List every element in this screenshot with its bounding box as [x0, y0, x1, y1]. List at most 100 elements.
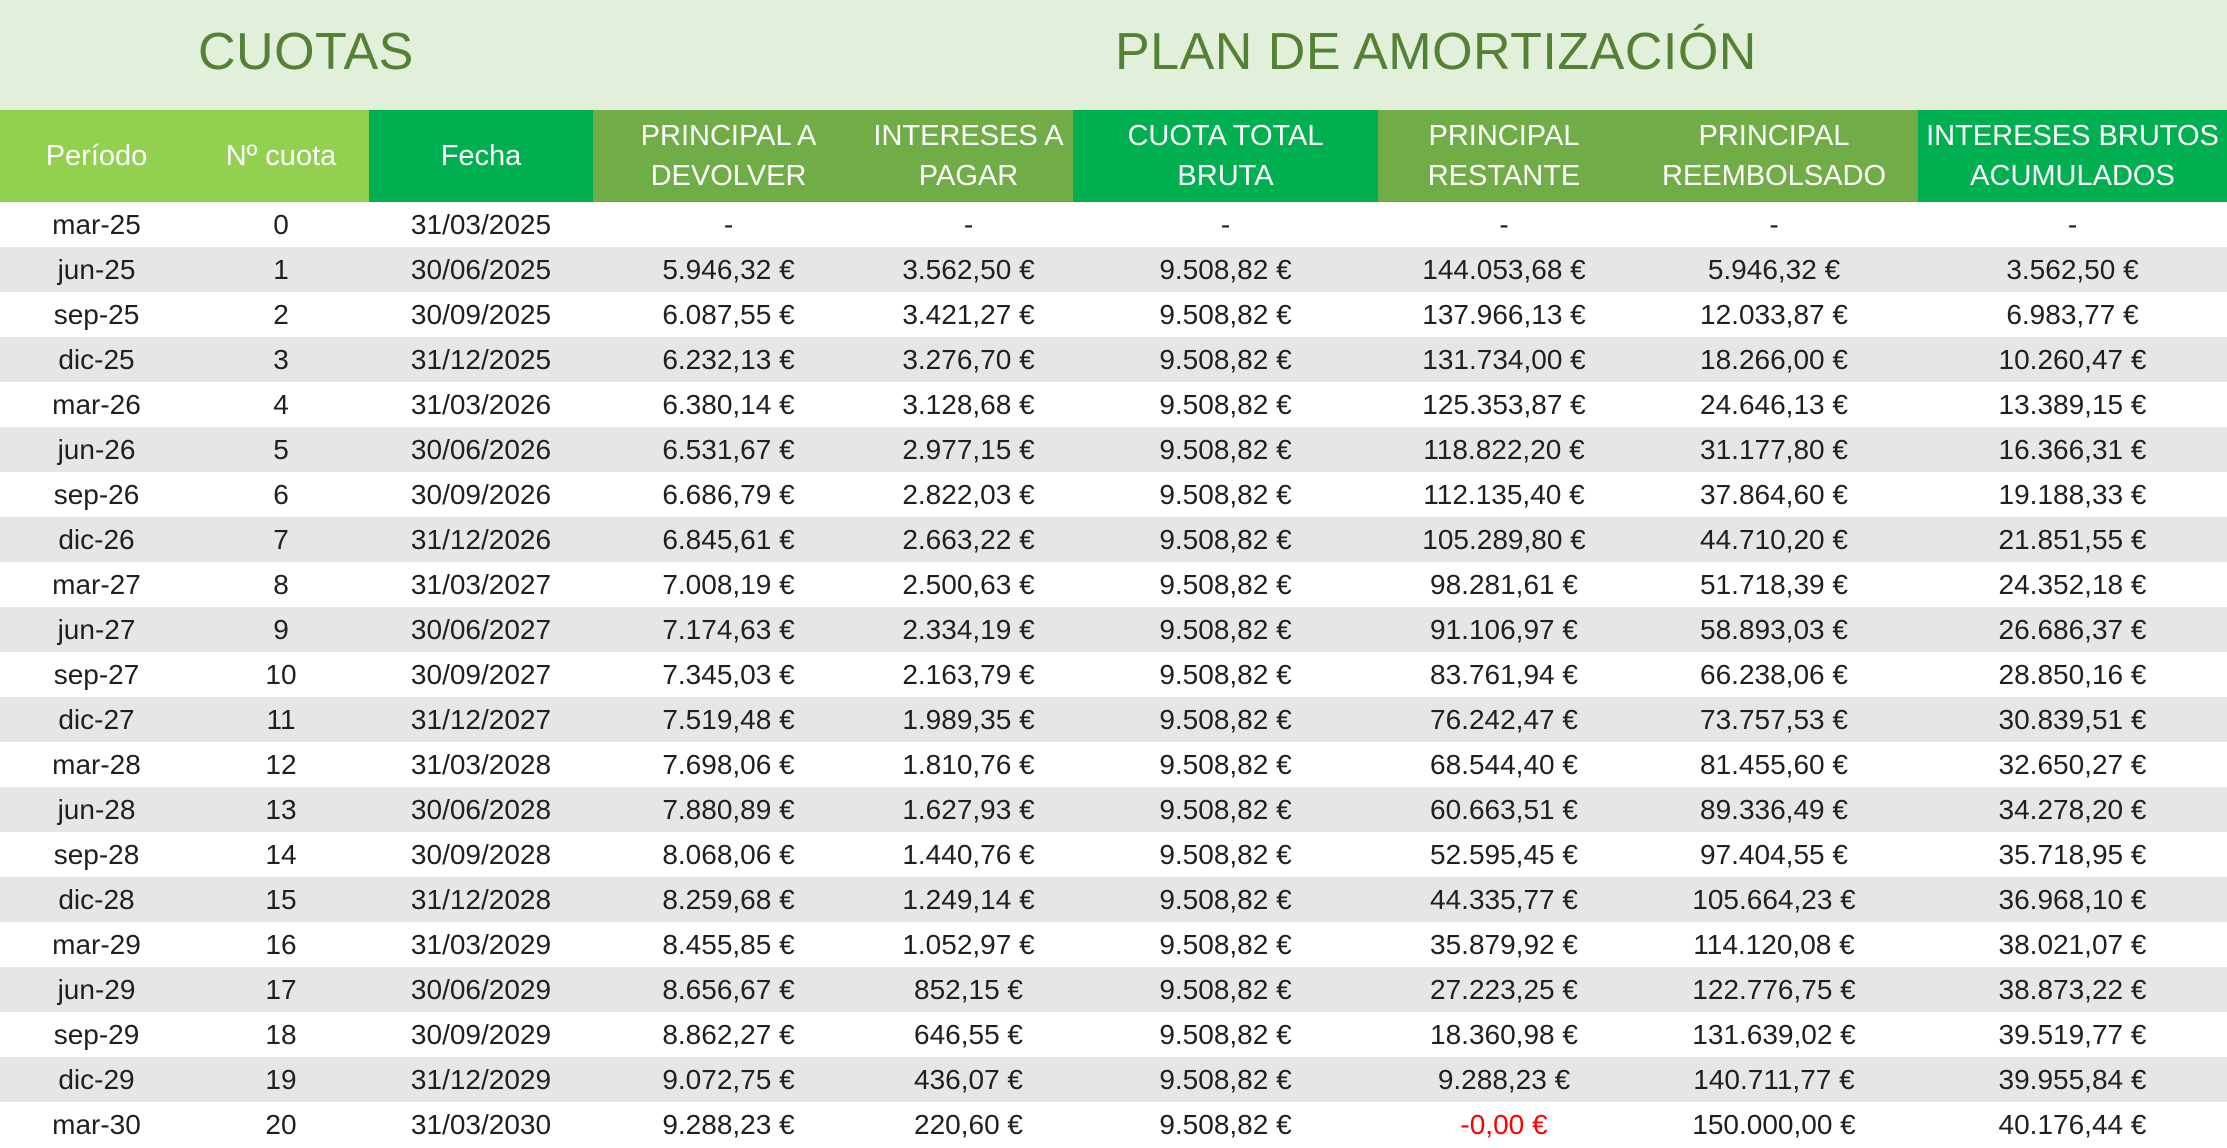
principal-restante-cell[interactable]: 105.289,80 €	[1378, 517, 1630, 562]
n-cuota-cell[interactable]: 13	[193, 787, 369, 832]
fecha-cell[interactable]: 31/03/2030	[369, 1102, 593, 1147]
cuota-total-bruta-cell[interactable]: 9.508,82 €	[1073, 832, 1378, 877]
n-cuota-cell[interactable]: 9	[193, 607, 369, 652]
principal-restante-cell[interactable]: 137.966,13 €	[1378, 292, 1630, 337]
fecha-cell[interactable]: 30/06/2025	[369, 247, 593, 292]
periodo-cell[interactable]: jun-27	[0, 607, 193, 652]
intereses-acumulados-cell[interactable]: 26.686,37 €	[1918, 607, 2227, 652]
principal-reembolsado-cell[interactable]: 31.177,80 €	[1630, 427, 1918, 472]
intereses-a-pagar-cell[interactable]: 1.440,76 €	[864, 832, 1073, 877]
header-cuota-total-bruta[interactable]: CUOTA TOTAL BRUTA	[1073, 110, 1378, 202]
principal-reembolsado-cell[interactable]: 122.776,75 €	[1630, 967, 1918, 1012]
intereses-a-pagar-cell[interactable]: 2.822,03 €	[864, 472, 1073, 517]
intereses-a-pagar-cell[interactable]: 3.421,27 €	[864, 292, 1073, 337]
principal-reembolsado-cell[interactable]: 44.710,20 €	[1630, 517, 1918, 562]
principal-restante-cell[interactable]: 44.335,77 €	[1378, 877, 1630, 922]
intereses-acumulados-cell[interactable]: 16.366,31 €	[1918, 427, 2227, 472]
fecha-cell[interactable]: 31/03/2026	[369, 382, 593, 427]
header-principal-reembolsado[interactable]: PRINCIPAL REEMBOLSADO	[1630, 110, 1918, 202]
n-cuota-cell[interactable]: 19	[193, 1057, 369, 1102]
n-cuota-cell[interactable]: 6	[193, 472, 369, 517]
principal-restante-cell[interactable]: 9.288,23 €	[1378, 1057, 1630, 1102]
principal-reembolsado-cell[interactable]: 114.120,08 €	[1630, 922, 1918, 967]
cuota-total-bruta-cell[interactable]: 9.508,82 €	[1073, 697, 1378, 742]
periodo-cell[interactable]: mar-27	[0, 562, 193, 607]
principal-reembolsado-cell[interactable]: 51.718,39 €	[1630, 562, 1918, 607]
principal-a-devolver-cell[interactable]: 7.519,48 €	[593, 697, 864, 742]
principal-restante-cell[interactable]: 91.106,97 €	[1378, 607, 1630, 652]
principal-reembolsado-cell[interactable]: 24.646,13 €	[1630, 382, 1918, 427]
periodo-cell[interactable]: sep-27	[0, 652, 193, 697]
cuota-total-bruta-cell[interactable]: 9.508,82 €	[1073, 877, 1378, 922]
principal-a-devolver-cell[interactable]: 8.656,67 €	[593, 967, 864, 1012]
n-cuota-cell[interactable]: 15	[193, 877, 369, 922]
principal-restante-cell[interactable]: 144.053,68 €	[1378, 247, 1630, 292]
intereses-a-pagar-cell[interactable]: 3.276,70 €	[864, 337, 1073, 382]
cuota-total-bruta-cell[interactable]: 9.508,82 €	[1073, 787, 1378, 832]
intereses-a-pagar-cell[interactable]: 1.249,14 €	[864, 877, 1073, 922]
header-intereses-brutos-acumulados[interactable]: INTERESES BRUTOS ACUMULADOS	[1918, 110, 2227, 202]
principal-a-devolver-cell[interactable]: 5.946,32 €	[593, 247, 864, 292]
principal-reembolsado-cell[interactable]: 140.711,77 €	[1630, 1057, 1918, 1102]
intereses-acumulados-cell[interactable]: 40.176,44 €	[1918, 1102, 2227, 1147]
periodo-cell[interactable]: jun-28	[0, 787, 193, 832]
intereses-a-pagar-cell[interactable]: 2.334,19 €	[864, 607, 1073, 652]
header-intereses-a-pagar[interactable]: INTERESES A PAGAR	[864, 110, 1073, 202]
principal-a-devolver-cell[interactable]: 6.232,13 €	[593, 337, 864, 382]
principal-reembolsado-cell[interactable]: 131.639,02 €	[1630, 1012, 1918, 1057]
intereses-acumulados-cell[interactable]: 38.873,22 €	[1918, 967, 2227, 1012]
intereses-acumulados-cell[interactable]: 21.851,55 €	[1918, 517, 2227, 562]
periodo-cell[interactable]: jun-29	[0, 967, 193, 1012]
periodo-cell[interactable]: dic-29	[0, 1057, 193, 1102]
fecha-cell[interactable]: 30/09/2027	[369, 652, 593, 697]
n-cuota-cell[interactable]: 11	[193, 697, 369, 742]
intereses-acumulados-cell[interactable]: 39.519,77 €	[1918, 1012, 2227, 1057]
intereses-acumulados-cell[interactable]: 34.278,20 €	[1918, 787, 2227, 832]
fecha-cell[interactable]: 31/03/2027	[369, 562, 593, 607]
principal-restante-cell[interactable]: -	[1378, 202, 1630, 247]
intereses-a-pagar-cell[interactable]: 2.663,22 €	[864, 517, 1073, 562]
fecha-cell[interactable]: 30/06/2027	[369, 607, 593, 652]
principal-reembolsado-cell[interactable]: 81.455,60 €	[1630, 742, 1918, 787]
cuota-total-bruta-cell[interactable]: 9.508,82 €	[1073, 607, 1378, 652]
intereses-acumulados-cell[interactable]: 6.983,77 €	[1918, 292, 2227, 337]
principal-restante-cell[interactable]: 52.595,45 €	[1378, 832, 1630, 877]
n-cuota-cell[interactable]: 12	[193, 742, 369, 787]
n-cuota-cell[interactable]: 18	[193, 1012, 369, 1057]
cuota-total-bruta-cell[interactable]: 9.508,82 €	[1073, 247, 1378, 292]
periodo-cell[interactable]: sep-29	[0, 1012, 193, 1057]
periodo-cell[interactable]: mar-26	[0, 382, 193, 427]
cuota-total-bruta-cell[interactable]: 9.508,82 €	[1073, 1057, 1378, 1102]
cuota-total-bruta-cell[interactable]: 9.508,82 €	[1073, 382, 1378, 427]
periodo-cell[interactable]: sep-28	[0, 832, 193, 877]
principal-restante-cell[interactable]: 131.734,00 €	[1378, 337, 1630, 382]
principal-restante-cell[interactable]: 35.879,92 €	[1378, 922, 1630, 967]
principal-reembolsado-cell[interactable]: -	[1630, 202, 1918, 247]
cuota-total-bruta-cell[interactable]: 9.508,82 €	[1073, 967, 1378, 1012]
cuota-total-bruta-cell[interactable]: 9.508,82 €	[1073, 292, 1378, 337]
intereses-acumulados-cell[interactable]: 35.718,95 €	[1918, 832, 2227, 877]
cuota-total-bruta-cell[interactable]: 9.508,82 €	[1073, 472, 1378, 517]
principal-restante-cell[interactable]: 112.135,40 €	[1378, 472, 1630, 517]
n-cuota-cell[interactable]: 16	[193, 922, 369, 967]
periodo-cell[interactable]: dic-27	[0, 697, 193, 742]
fecha-cell[interactable]: 30/09/2029	[369, 1012, 593, 1057]
principal-a-devolver-cell[interactable]: 6.686,79 €	[593, 472, 864, 517]
intereses-a-pagar-cell[interactable]: 852,15 €	[864, 967, 1073, 1012]
principal-reembolsado-cell[interactable]: 66.238,06 €	[1630, 652, 1918, 697]
principal-a-devolver-cell[interactable]: 8.862,27 €	[593, 1012, 864, 1057]
intereses-a-pagar-cell[interactable]: 3.128,68 €	[864, 382, 1073, 427]
principal-reembolsado-cell[interactable]: 5.946,32 €	[1630, 247, 1918, 292]
principal-a-devolver-cell[interactable]: 7.345,03 €	[593, 652, 864, 697]
n-cuota-cell[interactable]: 20	[193, 1102, 369, 1147]
n-cuota-cell[interactable]: 17	[193, 967, 369, 1012]
cuota-total-bruta-cell[interactable]: 9.508,82 €	[1073, 742, 1378, 787]
intereses-acumulados-cell[interactable]: 19.188,33 €	[1918, 472, 2227, 517]
intereses-a-pagar-cell[interactable]: 2.163,79 €	[864, 652, 1073, 697]
principal-restante-cell[interactable]: 83.761,94 €	[1378, 652, 1630, 697]
n-cuota-cell[interactable]: 2	[193, 292, 369, 337]
fecha-cell[interactable]: 31/03/2025	[369, 202, 593, 247]
intereses-acumulados-cell[interactable]: 3.562,50 €	[1918, 247, 2227, 292]
intereses-acumulados-cell[interactable]: 36.968,10 €	[1918, 877, 2227, 922]
intereses-acumulados-cell[interactable]: 24.352,18 €	[1918, 562, 2227, 607]
